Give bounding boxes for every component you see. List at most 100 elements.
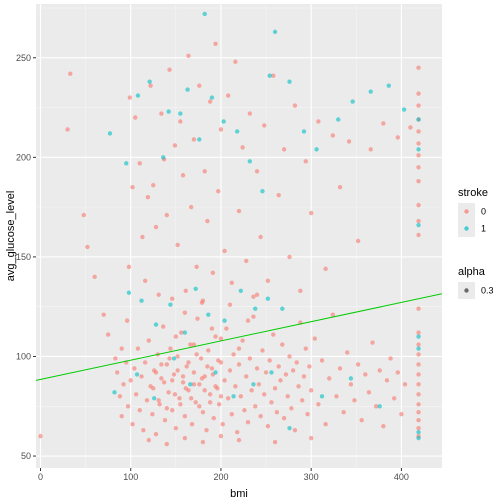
data-point-stroke-0	[130, 421, 135, 427]
data-point-stroke-0	[281, 147, 287, 152]
data-point-stroke-0	[135, 346, 141, 351]
data-point-stroke-0	[186, 360, 191, 365]
data-point-stroke-0	[272, 386, 278, 391]
data-point-stroke-1	[336, 117, 341, 122]
data-point-stroke-0	[207, 400, 213, 405]
data-point-stroke-0	[211, 416, 216, 421]
data-point-stroke-0	[308, 210, 314, 216]
data-point-stroke-0	[128, 378, 133, 383]
data-point-stroke-0	[186, 53, 191, 58]
data-point-stroke-0	[298, 288, 303, 293]
data-point-stroke-0	[416, 153, 421, 158]
data-point-stroke-1	[231, 394, 236, 399]
data-point-stroke-0	[213, 334, 218, 339]
data-point-stroke-1	[368, 89, 373, 94]
data-point-stroke-0	[289, 406, 294, 411]
data-point-stroke-1	[416, 222, 421, 228]
data-point-stroke-0	[216, 358, 221, 363]
x-axis: 0 100 200 300 400	[38, 468, 409, 482]
data-point-stroke-0	[137, 161, 142, 166]
data-point-stroke-0	[416, 402, 421, 407]
data-point-stroke-0	[287, 254, 292, 260]
data-point-stroke-0	[184, 364, 189, 369]
data-point-stroke-0	[254, 366, 260, 371]
data-point-stroke-0	[416, 179, 421, 184]
data-point-stroke-1	[221, 119, 226, 124]
data-point-stroke-1	[416, 117, 421, 122]
data-point-stroke-0	[200, 439, 206, 445]
data-point-stroke-1	[147, 79, 152, 84]
data-point-stroke-0	[92, 274, 97, 280]
data-point-stroke-1	[416, 147, 421, 152]
data-point-stroke-0	[229, 412, 234, 417]
data-point-stroke-0	[416, 232, 421, 238]
data-point-stroke-0	[38, 433, 43, 439]
data-point-stroke-0	[141, 427, 146, 433]
data-point-stroke-1	[213, 370, 218, 375]
data-point-stroke-1	[178, 111, 183, 116]
data-point-stroke-0	[180, 374, 186, 379]
data-point-stroke-0	[355, 362, 361, 367]
data-point-stroke-0	[182, 310, 188, 315]
data-point-stroke-0	[177, 396, 182, 401]
data-point-stroke-0	[168, 346, 173, 351]
data-point-stroke-1	[112, 390, 117, 395]
data-point-stroke-0	[159, 111, 164, 116]
data-point-stroke-1	[401, 107, 407, 112]
data-point-stroke-0	[171, 372, 177, 377]
data-point-stroke-0	[377, 368, 382, 373]
data-point-stroke-0	[115, 370, 120, 375]
data-point-stroke-0	[274, 410, 280, 415]
data-point-stroke-1	[166, 109, 171, 114]
data-point-stroke-1	[287, 425, 292, 431]
data-point-stroke-0	[366, 390, 372, 395]
data-point-stroke-0	[416, 330, 421, 335]
data-point-stroke-0	[251, 294, 256, 299]
data-point-stroke-0	[194, 352, 199, 357]
x-tick-label: 200	[213, 472, 228, 482]
data-point-stroke-0	[337, 366, 343, 371]
data-point-stroke-0	[416, 342, 421, 347]
data-point-stroke-0	[249, 388, 254, 393]
data-point-stroke-0	[294, 360, 299, 365]
data-point-stroke-0	[303, 346, 308, 351]
data-point-stroke-0	[258, 414, 263, 419]
data-point-stroke-0	[227, 368, 233, 373]
data-point-stroke-0	[245, 318, 251, 323]
data-point-stroke-0	[207, 99, 213, 104]
data-point-stroke-0	[130, 185, 135, 190]
data-point-stroke-1	[416, 435, 421, 441]
data-point-stroke-1	[386, 83, 391, 88]
data-point-stroke-0	[301, 374, 307, 379]
data-point-stroke-0	[416, 425, 421, 431]
data-point-stroke-1	[197, 137, 202, 142]
data-point-stroke-0	[363, 372, 368, 377]
data-point-stroke-0	[133, 115, 138, 120]
data-point-stroke-0	[234, 429, 240, 435]
data-point-stroke-0	[164, 212, 170, 218]
data-point-stroke-0	[408, 125, 413, 130]
data-point-stroke-0	[218, 433, 224, 439]
data-point-stroke-0	[368, 147, 373, 152]
data-point-stroke-1	[135, 93, 141, 98]
data-point-stroke-0	[119, 346, 124, 351]
data-point-stroke-0	[280, 342, 285, 347]
data-point-stroke-1	[151, 396, 157, 401]
data-point-stroke-0	[416, 392, 421, 397]
data-point-stroke-0	[281, 416, 287, 421]
data-point-stroke-0	[359, 418, 364, 423]
data-point-stroke-0	[262, 392, 267, 397]
data-point-stroke-0	[144, 398, 150, 403]
data-point-stroke-0	[172, 392, 178, 397]
data-point-stroke-0	[370, 340, 375, 345]
data-point-stroke-0	[202, 169, 207, 174]
y-tick-label: 50	[21, 451, 31, 461]
data-point-stroke-0	[416, 410, 421, 415]
data-point-stroke-0	[296, 384, 301, 389]
data-point-stroke-0	[199, 376, 205, 381]
data-point-stroke-0	[416, 65, 421, 70]
data-point-stroke-0	[183, 288, 188, 293]
data-point-stroke-0	[175, 354, 180, 359]
data-point-stroke-0	[283, 372, 289, 377]
data-point-stroke-0	[373, 404, 379, 409]
